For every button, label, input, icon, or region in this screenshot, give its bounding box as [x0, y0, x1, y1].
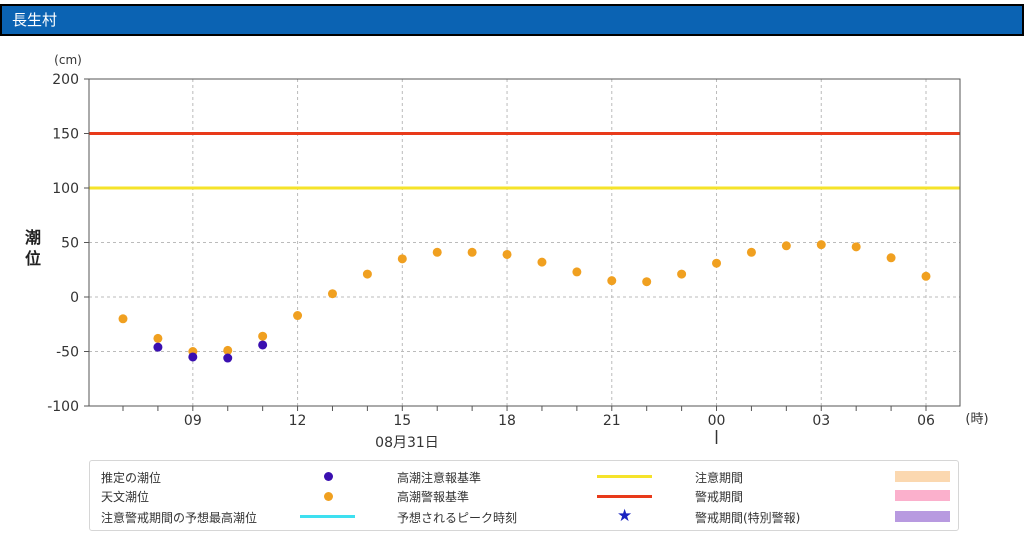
astronomical-tide-point [432, 247, 442, 257]
astronomical-tide-point [467, 247, 477, 257]
x-axis: 09 12 15 18 21 00 03 06 [122, 406, 935, 444]
x-tick-label: 12 [289, 413, 307, 429]
astronomical-tide-point [677, 269, 687, 279]
estimated-tide-point [153, 342, 163, 352]
legend-label-astronomical: 天文潮位 [101, 490, 150, 504]
x-tick-label: 18 [498, 413, 516, 429]
page-title-bar: 長生村 [0, 4, 1024, 36]
astronomical-tide-point [537, 257, 547, 267]
astronomical-tide-point [781, 241, 791, 251]
legend-label-estimated: 推定の潮位 [101, 471, 162, 485]
legend-label-caution-period: 注意期間 [695, 471, 744, 485]
y-unit-label: (cm) [54, 53, 82, 67]
threshold-lines [89, 132, 960, 190]
y-tick-label: 50 [61, 236, 79, 252]
estimated-tide-point [188, 352, 198, 362]
legend-label-warning: 高潮警報基準 [397, 490, 470, 504]
x-unit-label: (時) [965, 412, 988, 427]
chart-grid [89, 79, 960, 406]
y-axis-title: 潮位 [25, 228, 41, 268]
legend-label-peak-time: 予想されるピーク時刻 [397, 511, 518, 525]
astronomical-tide-point [816, 240, 826, 250]
astronomical-tide-point [153, 333, 163, 343]
y-tick-label: -50 [56, 345, 79, 361]
legend-label-warning-period: 警戒期間 [695, 490, 744, 504]
tide-chart: -100 -50 0 50 100 150 200 潮位 09 12 15 18 21 00 03 06 (… [25, 53, 989, 451]
astronomical-tide-point [397, 254, 407, 264]
estimated-tide-point [258, 340, 268, 350]
star-icon: ★ [617, 506, 633, 526]
x-tick-label: 21 [603, 413, 621, 429]
legend-line-warning [597, 495, 652, 498]
astronomical-tide-point [572, 267, 582, 277]
x-tick-label: 09 [184, 413, 202, 429]
y-tick-label: 200 [52, 72, 79, 88]
astronomical-tide-point [327, 289, 337, 299]
astronomical-tide-point [293, 311, 303, 321]
legend-label-peak-level: 注意警戒期間の予想最高潮位 [101, 511, 258, 525]
data-points [118, 240, 931, 363]
astronomical-tide-point [607, 276, 617, 286]
astronomical-tide-point [886, 253, 896, 263]
legend: 推定の潮位 天文潮位 注意警戒期間の予想最高潮位 高潮注意報基準 高潮警報基準 … [89, 460, 959, 531]
legend-box-special-warning-period [895, 511, 950, 522]
x-tick-label: 15 [393, 413, 411, 429]
legend-box-warning-period [895, 490, 950, 501]
astronomical-tide-point [712, 258, 722, 268]
x-tick-label: 00 [708, 413, 726, 429]
y-tick-label: 100 [52, 181, 79, 197]
y-tick-label: -100 [47, 399, 79, 415]
page-title: 長生村 [12, 11, 58, 29]
astronomical-tide-point [502, 249, 512, 259]
estimated-tide-point [223, 353, 233, 363]
date-label: 08月31日 [375, 435, 439, 451]
legend-marker-estimated [324, 472, 333, 481]
legend-line-advisory [597, 475, 652, 478]
astronomical-tide-point [118, 314, 128, 324]
x-tick-label: 03 [812, 413, 830, 429]
astronomical-tide-point [851, 242, 861, 252]
astronomical-tide-point [258, 331, 268, 341]
astronomical-tide-point [921, 271, 931, 281]
astronomical-tide-point [223, 345, 233, 355]
legend-line-peak-level [300, 515, 355, 518]
astronomical-tide-point [642, 277, 652, 287]
legend-label-advisory: 高潮注意報基準 [397, 471, 482, 485]
y-tick-label: 150 [52, 127, 79, 143]
x-tick-label: 06 [917, 413, 935, 429]
legend-label-special-warning-period: 警戒期間(特別警報) [695, 511, 801, 525]
legend-box-caution-period [895, 471, 950, 482]
legend-marker-astronomical [324, 492, 333, 501]
y-tick-label: 0 [70, 290, 79, 306]
astronomical-tide-point [746, 247, 756, 257]
y-axis: -100 -50 0 50 100 150 200 潮位 [25, 72, 89, 415]
astronomical-tide-point [362, 269, 372, 279]
